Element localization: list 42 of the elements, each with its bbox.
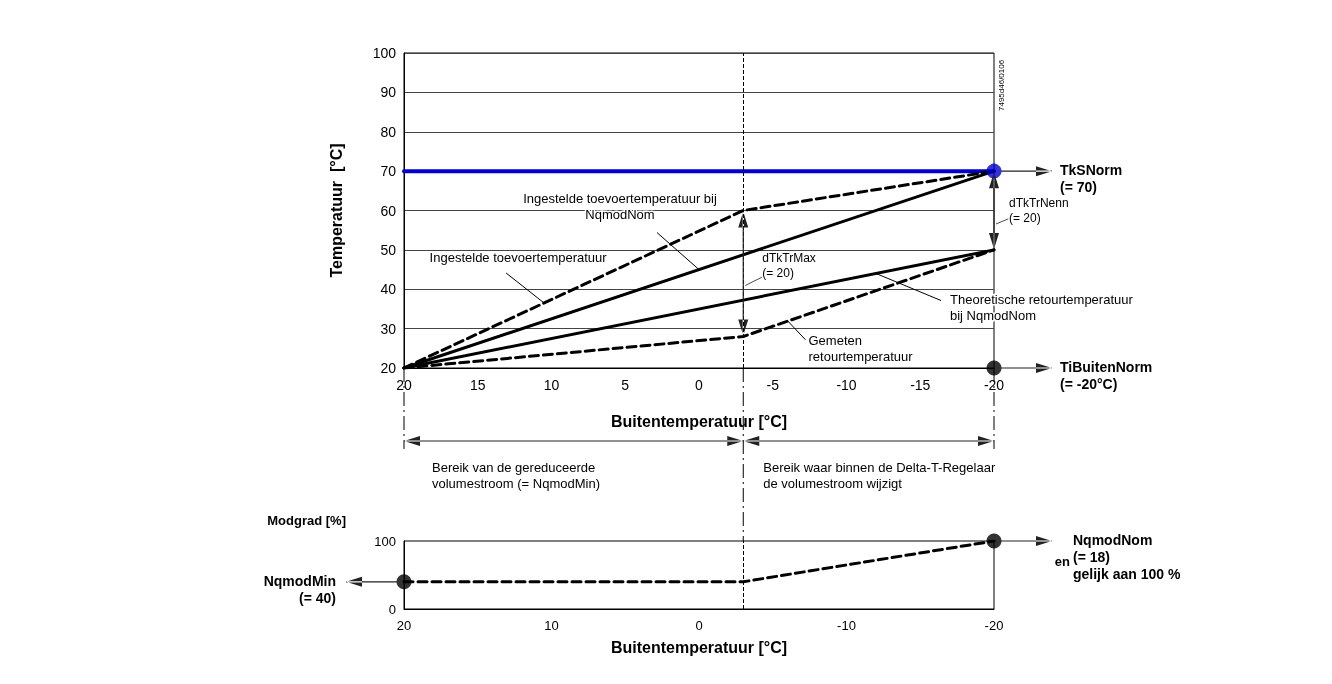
x-tick-label: -20 xyxy=(984,618,1004,633)
text: NqmodNom (= 18) gelijk aan 100 % xyxy=(1073,532,1181,582)
x-tick-label: 20 xyxy=(396,377,412,393)
x-tick-label: 0 xyxy=(695,377,704,393)
annotation: Ingestelde toevoertemperatuur bij NqmodNom xyxy=(523,190,717,222)
x-tick-label: 5 xyxy=(621,377,630,393)
text: 7495d46/0106 xyxy=(997,59,1006,111)
text: NqmodMin (= 40) xyxy=(263,573,336,606)
annotation: Gemeten retourtemperatuur xyxy=(808,332,914,364)
text: en xyxy=(1054,554,1071,569)
y-axis-title: Modgrad [%] xyxy=(267,513,346,528)
x-tick-label: 20 xyxy=(396,618,412,633)
text: dTkTrNenn (= 20) xyxy=(1009,196,1069,225)
text: Bereik van de gereduceerde volumestroom (= NqmodMin) xyxy=(432,460,600,491)
x-tick-label: -10 xyxy=(836,377,857,393)
y-tick-label: 60 xyxy=(380,202,397,219)
y-axis-title: Temperatuur [°C] xyxy=(327,143,345,278)
x-tick-label: 10 xyxy=(544,618,559,633)
y-tick-label: 80 xyxy=(380,123,397,140)
annotation: dTkTrMax (= 20) xyxy=(762,250,816,280)
annotation: Ingestelde toevoertemperatuur xyxy=(429,250,608,266)
x-axis-title: Buitentemperatuur [°C] xyxy=(610,638,788,656)
y-tick-label: 50 xyxy=(380,241,397,258)
y-tick-label: 0 xyxy=(388,601,396,617)
x-tick-label: 0 xyxy=(695,618,703,633)
y-tick-label: 70 xyxy=(380,163,397,180)
x-tick-label: 15 xyxy=(469,377,486,393)
y-tick-label: 40 xyxy=(380,281,397,298)
x-tick-label: -15 xyxy=(910,377,931,393)
text: TiBuitenNorm (= -20°C) xyxy=(1060,359,1153,392)
y-tick-label: 100 xyxy=(372,45,397,61)
x-tick-label: -5 xyxy=(766,377,780,393)
x-tick-label: 10 xyxy=(543,377,560,393)
y-tick-label: 20 xyxy=(380,360,397,376)
y-tick-label: 100 xyxy=(374,533,396,549)
annotation: Theoretische retourtemperatuur bij NqmodNom xyxy=(950,291,1134,323)
text: TkSNorm (= 70) xyxy=(1060,162,1123,195)
y-tick-label: 90 xyxy=(380,84,397,101)
x-tick-label: -20 xyxy=(983,377,1005,393)
x-tick-label: -10 xyxy=(837,618,856,633)
y-tick-label: 30 xyxy=(380,320,397,337)
text: Bereik waar binnen de Delta-T-Regelaar de volumestroom wijzigt xyxy=(763,460,996,491)
